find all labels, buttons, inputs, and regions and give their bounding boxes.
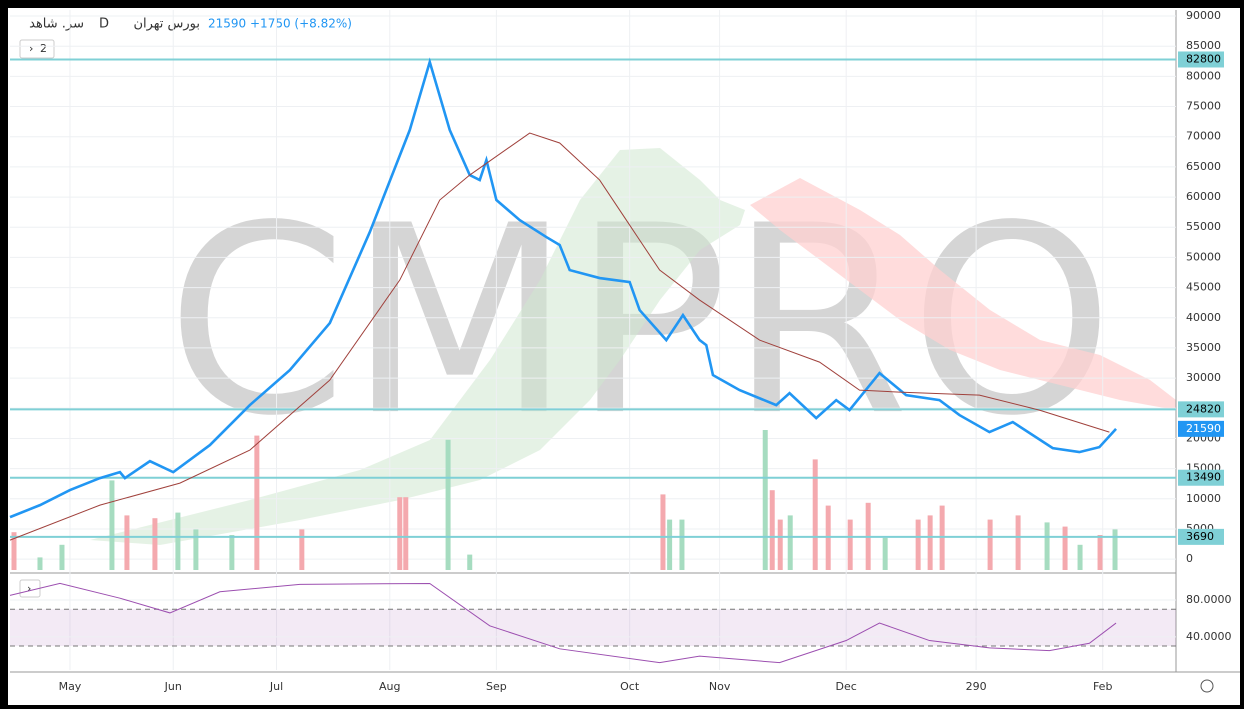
volume-bar <box>1062 526 1068 570</box>
level-label: 13490 <box>1186 471 1221 484</box>
rsi-tick-label: 40.0000 <box>1186 630 1232 643</box>
volume-bar <box>667 519 673 570</box>
volume-bar <box>812 459 818 570</box>
pane-toggle[interactable] <box>19 39 55 59</box>
x-tick-label: Sep <box>486 680 507 693</box>
y-tick-label: 30000 <box>1186 371 1221 384</box>
volume-bar <box>787 515 793 570</box>
volume-bar <box>445 439 451 570</box>
level-tag <box>1178 469 1224 486</box>
x-tick-label: Aug <box>379 680 400 693</box>
volume-bar <box>397 497 403 570</box>
y-tick-label: 45000 <box>1186 281 1221 294</box>
level-tag <box>1178 51 1224 68</box>
last-price: 21590 <box>208 17 246 31</box>
volume-bar <box>882 537 888 570</box>
volume-bar <box>152 518 158 570</box>
rsi-line <box>9 582 1117 664</box>
y-tick-label: 70000 <box>1186 130 1221 143</box>
x-tick-label: Dec <box>836 680 857 693</box>
y-tick-label: 0 <box>1186 552 1193 565</box>
y-tick-label: 80000 <box>1186 69 1221 82</box>
rsi-band <box>10 609 1176 647</box>
volume-bar <box>109 480 115 570</box>
y-tick-label: 65000 <box>1186 160 1221 173</box>
y-tick-label: 60000 <box>1186 190 1221 203</box>
volume-bar <box>299 529 305 570</box>
volume-bar <box>1044 522 1050 570</box>
volume-bar <box>762 430 768 570</box>
moving-average <box>9 132 1110 541</box>
y-tick-label: 10000 <box>1186 492 1221 505</box>
volume-bar <box>769 490 775 570</box>
volume-bar <box>915 519 921 570</box>
pane-count: 2 <box>40 42 47 55</box>
price-line <box>9 57 1117 519</box>
volume-bar <box>229 535 235 570</box>
x-tick-label: 290 <box>966 680 987 693</box>
y-tick-label: 35000 <box>1186 341 1221 354</box>
y-tick-label: 55000 <box>1186 220 1221 233</box>
volume-bar <box>403 497 409 570</box>
volume-bar <box>124 515 130 570</box>
volume-bar <box>254 435 260 570</box>
volume-bar <box>927 515 933 570</box>
last-price-tag <box>1178 420 1224 437</box>
volume-bar <box>59 544 65 570</box>
volume-bar <box>467 554 473 570</box>
volume-bar <box>679 519 685 570</box>
volume-bar <box>777 519 783 570</box>
level-label: 82800 <box>1186 52 1221 65</box>
cloud-bear <box>750 178 1176 410</box>
pane-toggle-arrow: › <box>29 42 33 55</box>
x-tick-label: Jul <box>269 680 283 693</box>
y-tick-label: 75000 <box>1186 100 1221 113</box>
volume-bar <box>11 532 17 570</box>
x-tick-label: Jun <box>164 680 182 693</box>
y-tick-label: 90000 <box>1186 9 1221 22</box>
symbol: سر. شاهد <box>29 17 84 32</box>
volume-bar <box>1097 535 1103 570</box>
volume-bar <box>1112 529 1118 570</box>
volume-bar <box>660 494 666 570</box>
volume-bar <box>193 529 199 570</box>
level-tag <box>1178 401 1224 418</box>
x-tick-label: Oct <box>620 680 640 693</box>
cloud-bull <box>90 148 745 545</box>
volume-bar <box>175 512 181 570</box>
y-tick-label: 85000 <box>1186 39 1221 52</box>
price-change: +1750 (+8.82%) <box>250 17 352 31</box>
last-price-label: 21590 <box>1186 422 1221 435</box>
level-label: 24820 <box>1186 402 1221 415</box>
rsi-tick-label: 80.0000 <box>1186 593 1232 606</box>
volume-bar <box>847 519 853 570</box>
exchange: بورس تهران <box>133 17 200 32</box>
y-tick-label: 40000 <box>1186 311 1221 324</box>
interval: D <box>99 17 109 32</box>
x-tick-label: Feb <box>1093 680 1112 693</box>
level-tag <box>1178 528 1224 545</box>
volume-bar <box>37 557 43 570</box>
y-tick-label: 50000 <box>1186 250 1221 263</box>
settings-icon[interactable] <box>1200 679 1214 693</box>
volume-bar <box>987 519 993 570</box>
pane-toggle-arrow: › <box>27 582 31 595</box>
x-tick-label: Nov <box>709 680 731 693</box>
volume-bar <box>1015 515 1021 570</box>
x-tick-label: May <box>59 680 82 693</box>
volume-bar <box>1077 544 1083 570</box>
level-label: 3690 <box>1186 530 1214 543</box>
